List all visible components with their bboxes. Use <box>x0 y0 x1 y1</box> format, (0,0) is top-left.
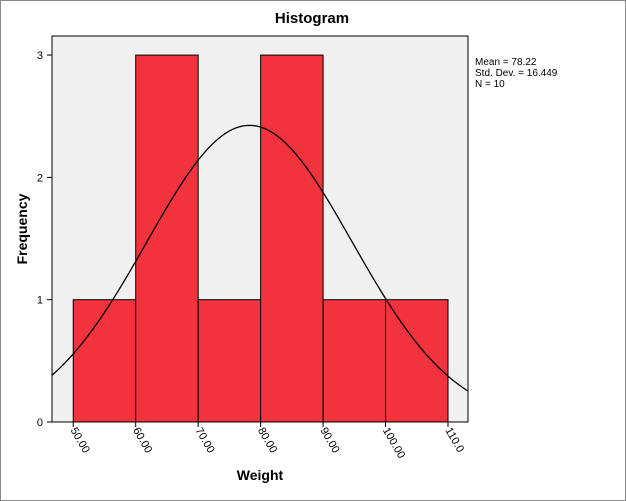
bar <box>197 299 262 423</box>
normal-curve <box>51 124 469 392</box>
y-tick-label: 2 <box>37 172 43 184</box>
bar <box>135 54 199 423</box>
bar <box>322 299 387 423</box>
y-tick-label: 3 <box>37 50 43 62</box>
bar <box>260 54 324 423</box>
bar <box>72 299 137 423</box>
stats-annotation: Mean = 78.22 <box>475 57 537 68</box>
y-tick-label: 1 <box>37 295 43 307</box>
y-axis-title: Frequency <box>14 193 30 264</box>
bar <box>385 299 449 423</box>
chart-title: Histogram <box>275 10 349 27</box>
x-axis-title: Weight <box>237 467 284 483</box>
y-tick-label: 0 <box>37 417 43 429</box>
stats-annotation: Std. Dev. = 16.449 <box>475 68 558 79</box>
stats-annotation: N = 10 <box>475 79 505 90</box>
